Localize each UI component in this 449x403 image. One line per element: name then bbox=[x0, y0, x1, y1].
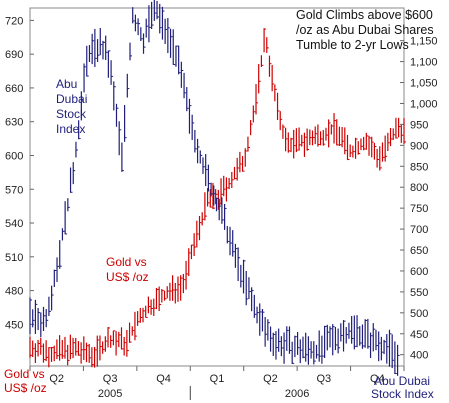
annotation-gold: Gold vs US$ /oz bbox=[106, 255, 149, 284]
right-tick-label: 650 bbox=[410, 245, 428, 257]
left-tick-label: 690 bbox=[5, 49, 23, 61]
annotation-abu-line-1: Abu bbox=[56, 77, 77, 91]
annotation-abu-line-4: Index bbox=[56, 122, 85, 136]
right-axis-title: Abu Dubai Stock Index bbox=[371, 374, 434, 401]
left-tick-label: 720 bbox=[5, 15, 23, 27]
right-tick-label: 1,100 bbox=[410, 57, 438, 69]
plot-frame bbox=[29, 7, 405, 367]
right-tick-label: 800 bbox=[410, 182, 428, 194]
right-tick-label: 500 bbox=[410, 308, 428, 320]
left-axis-title-line-1: Gold vs bbox=[4, 367, 45, 381]
right-tick-label: 550 bbox=[410, 287, 428, 299]
series-layer bbox=[29, 0, 406, 376]
right-tick-label: 1,000 bbox=[410, 98, 438, 110]
right-tick-label: 750 bbox=[410, 203, 428, 215]
title-line-2: /oz as Abu Dubai Shares bbox=[296, 23, 434, 37]
right-tick-label: 850 bbox=[410, 161, 428, 173]
left-tick-label: 570 bbox=[5, 184, 23, 196]
left-tick-label: 510 bbox=[5, 252, 23, 264]
title-line-3: Tumble to 2-yr Lows bbox=[296, 38, 409, 52]
left-tick-label: 540 bbox=[5, 218, 23, 230]
left-tick-label: 450 bbox=[5, 319, 23, 331]
right-tick-label: 700 bbox=[410, 224, 428, 236]
right-tick-label: 400 bbox=[410, 350, 428, 362]
x-quarter-label: Q3 bbox=[317, 373, 332, 385]
left-tick-label: 630 bbox=[5, 117, 23, 129]
left-tick-label: 480 bbox=[5, 286, 23, 298]
x-quarter-label: Q3 bbox=[103, 373, 118, 385]
x-quarter-label: Q4 bbox=[370, 373, 385, 385]
x-quarter-label: Q2 bbox=[263, 373, 278, 385]
x-year-label: 2005 bbox=[98, 388, 122, 400]
right-axis-title-line-1: Abu Dubai bbox=[374, 374, 430, 388]
left-tick-label: 600 bbox=[5, 150, 23, 162]
annotation-abu-line-3: Stock bbox=[56, 107, 87, 121]
right-axis-title-line-2: Stock Index bbox=[371, 387, 434, 401]
right-axis: 400 450 500 550 600 650 700 750 800 850 900 950 1,00… bbox=[400, 36, 438, 362]
gold-series bbox=[29, 28, 406, 368]
right-tick-label: 950 bbox=[410, 119, 428, 131]
right-tick-label: 450 bbox=[410, 329, 428, 341]
annotation-gold-line-1: Gold vs bbox=[106, 255, 147, 269]
left-axis-title-line-2: US$ /oz bbox=[4, 381, 47, 395]
right-tick-label: 1,050 bbox=[410, 78, 438, 90]
chart-title: Gold Climbs above $600 /oz as Abu Dubai … bbox=[296, 8, 434, 52]
x-axis: Q2 Q3 Q4 Q1 Q2 Q3 Q4 2005 2006 bbox=[29, 366, 405, 400]
title-line-1: Gold Climbs above $600 bbox=[296, 8, 433, 22]
x-quarter-label: Q1 bbox=[210, 373, 225, 385]
left-axis-title: Gold vs US$ /oz bbox=[4, 367, 47, 395]
x-quarter-label: Q2 bbox=[49, 373, 64, 385]
annotation-abu-dubai: Abu Dubai Stock Index bbox=[56, 77, 87, 136]
abu-dubai-series bbox=[29, 0, 400, 376]
annotation-abu-line-2: Dubai bbox=[56, 92, 87, 106]
right-tick-label: 900 bbox=[410, 140, 428, 152]
x-year-label: 2006 bbox=[285, 388, 309, 400]
left-tick-label: 660 bbox=[5, 83, 23, 95]
right-tick-label: 1,150 bbox=[410, 36, 438, 48]
right-tick-label: 600 bbox=[410, 266, 428, 278]
annotation-gold-line-2: US$ /oz bbox=[106, 270, 149, 284]
left-axis: 450 480 510 540 570 600 630 660 690 720 bbox=[5, 15, 34, 331]
x-quarter-label: Q4 bbox=[156, 373, 171, 385]
